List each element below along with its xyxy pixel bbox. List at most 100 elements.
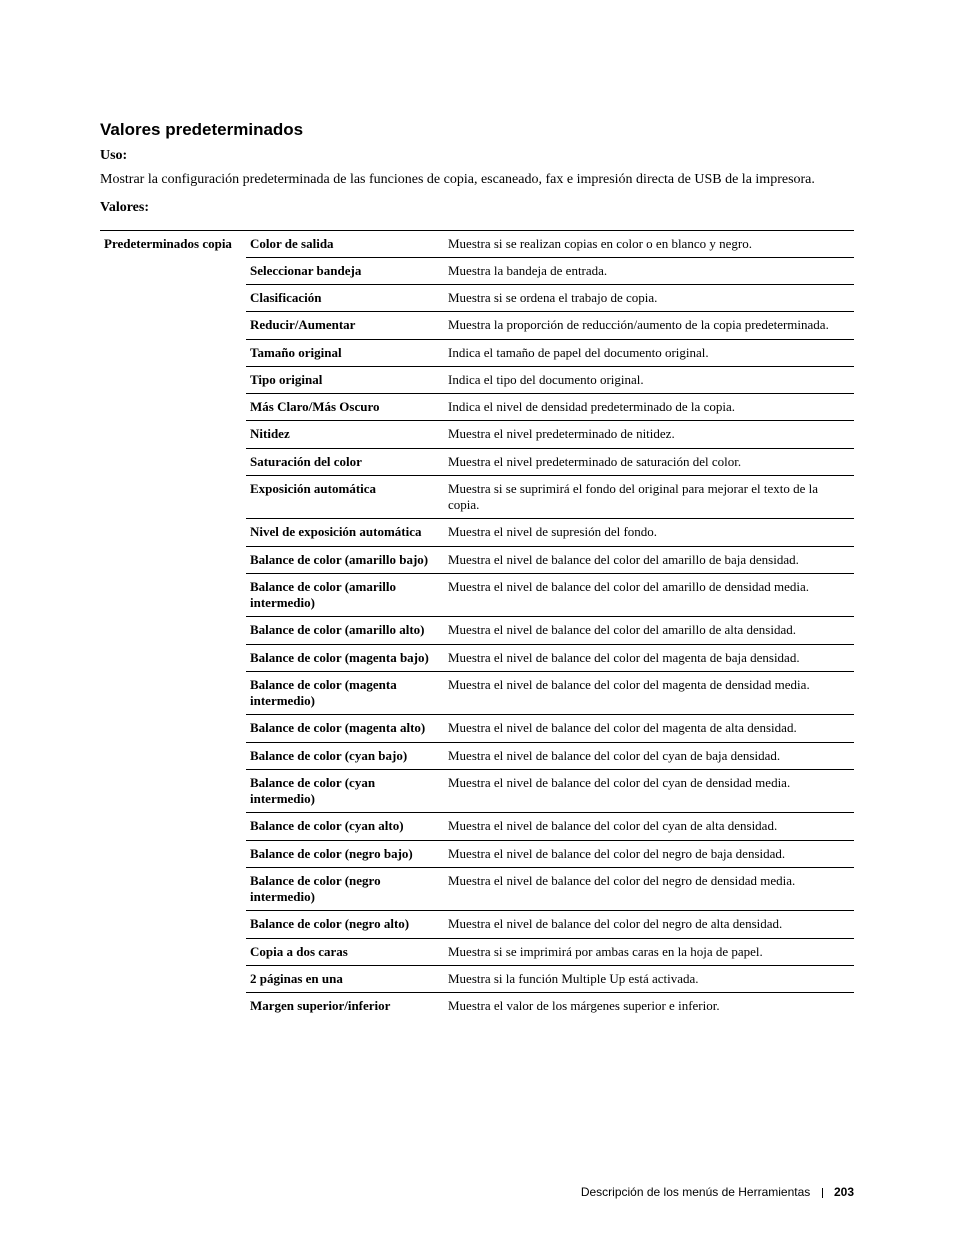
setting-description: Indica el tamaño de papel del documento … bbox=[444, 339, 854, 366]
group-label-cell bbox=[100, 840, 246, 867]
table-row: Saturación del colorMuestra el nivel pre… bbox=[100, 448, 854, 475]
setting-name: Balance de color (negro alto) bbox=[246, 911, 444, 938]
setting-name: Balance de color (negro bajo) bbox=[246, 840, 444, 867]
group-label-cell bbox=[100, 573, 246, 617]
group-label-cell bbox=[100, 867, 246, 911]
setting-description: Muestra si se imprimirá por ambas caras … bbox=[444, 938, 854, 965]
table-row: Exposición automáticaMuestra si se supri… bbox=[100, 475, 854, 519]
group-label-cell bbox=[100, 965, 246, 992]
setting-description: Muestra si se suprimirá el fondo del ori… bbox=[444, 475, 854, 519]
setting-name: Tipo original bbox=[246, 366, 444, 393]
setting-name: Balance de color (amarillo intermedio) bbox=[246, 573, 444, 617]
setting-name: Más Claro/Más Oscuro bbox=[246, 394, 444, 421]
table-row: 2 páginas en unaMuestra si la función Mu… bbox=[100, 965, 854, 992]
setting-name: Seleccionar bandeja bbox=[246, 257, 444, 284]
setting-name: Balance de color (magenta intermedio) bbox=[246, 671, 444, 715]
setting-description: Muestra el nivel de balance del color de… bbox=[444, 573, 854, 617]
group-label-cell bbox=[100, 938, 246, 965]
table-row: Balance de color (magenta alto)Muestra e… bbox=[100, 715, 854, 742]
group-label-cell bbox=[100, 285, 246, 312]
setting-description: Muestra el nivel de balance del color de… bbox=[444, 715, 854, 742]
table-row: Reducir/AumentarMuestra la proporción de… bbox=[100, 312, 854, 339]
group-label-cell bbox=[100, 366, 246, 393]
setting-name: Balance de color (cyan bajo) bbox=[246, 742, 444, 769]
group-label-cell: Predeterminados copia bbox=[100, 230, 246, 257]
setting-name: Balance de color (magenta alto) bbox=[246, 715, 444, 742]
table-row: Predeterminados copiaColor de salidaMues… bbox=[100, 230, 854, 257]
setting-name: Balance de color (cyan intermedio) bbox=[246, 769, 444, 813]
setting-name: Color de salida bbox=[246, 230, 444, 257]
setting-name: Reducir/Aumentar bbox=[246, 312, 444, 339]
table-row: Tamaño originalIndica el tamaño de papel… bbox=[100, 339, 854, 366]
group-label-cell bbox=[100, 813, 246, 840]
table-row: Balance de color (cyan intermedio)Muestr… bbox=[100, 769, 854, 813]
setting-description: Muestra el nivel de supresión del fondo. bbox=[444, 519, 854, 546]
table-row: Balance de color (amarillo bajo)Muestra … bbox=[100, 546, 854, 573]
setting-description: Muestra la bandeja de entrada. bbox=[444, 257, 854, 284]
setting-description: Muestra el nivel de balance del color de… bbox=[444, 742, 854, 769]
table-row: Margen superior/inferiorMuestra el valor… bbox=[100, 993, 854, 1020]
group-label-cell bbox=[100, 339, 246, 366]
table-row: Balance de color (cyan alto)Muestra el n… bbox=[100, 813, 854, 840]
footer-separator bbox=[822, 1188, 823, 1198]
uso-label: Uso: bbox=[100, 148, 854, 164]
setting-description: Indica el tipo del documento original. bbox=[444, 366, 854, 393]
setting-name: Balance de color (negro intermedio) bbox=[246, 867, 444, 911]
setting-name: Nivel de exposición automática bbox=[246, 519, 444, 546]
table-row: Balance de color (amarillo intermedio)Mu… bbox=[100, 573, 854, 617]
setting-description: Muestra el valor de los márgenes superio… bbox=[444, 993, 854, 1020]
table-row: Balance de color (cyan bajo)Muestra el n… bbox=[100, 742, 854, 769]
table-row: Más Claro/Más OscuroIndica el nivel de d… bbox=[100, 394, 854, 421]
table-row: NitidezMuestra el nivel predeterminado d… bbox=[100, 421, 854, 448]
table-row: Balance de color (negro alto)Muestra el … bbox=[100, 911, 854, 938]
table-row: ClasificaciónMuestra si se ordena el tra… bbox=[100, 285, 854, 312]
setting-name: Tamaño original bbox=[246, 339, 444, 366]
setting-name: Saturación del color bbox=[246, 448, 444, 475]
group-label-cell bbox=[100, 993, 246, 1020]
group-label-cell bbox=[100, 312, 246, 339]
setting-name: Balance de color (amarillo alto) bbox=[246, 617, 444, 644]
group-label-cell bbox=[100, 421, 246, 448]
setting-description: Muestra el nivel de balance del color de… bbox=[444, 840, 854, 867]
group-label-cell bbox=[100, 519, 246, 546]
uso-text: Mostrar la configuración predeterminada … bbox=[100, 170, 854, 190]
footer-page-number: 203 bbox=[834, 1185, 854, 1199]
table-row: Seleccionar bandejaMuestra la bandeja de… bbox=[100, 257, 854, 284]
table-row: Balance de color (magenta bajo)Muestra e… bbox=[100, 644, 854, 671]
setting-description: Muestra el nivel de balance del color de… bbox=[444, 867, 854, 911]
setting-name: Margen superior/inferior bbox=[246, 993, 444, 1020]
table-row: Balance de color (amarillo alto)Muestra … bbox=[100, 617, 854, 644]
table-row: Tipo originalIndica el tipo del document… bbox=[100, 366, 854, 393]
group-label-cell bbox=[100, 617, 246, 644]
setting-description: Muestra el nivel de balance del color de… bbox=[444, 671, 854, 715]
setting-name: Balance de color (amarillo bajo) bbox=[246, 546, 444, 573]
page-footer: Descripción de los menús de Herramientas… bbox=[581, 1185, 854, 1199]
setting-description: Muestra el nivel de balance del color de… bbox=[444, 813, 854, 840]
setting-name: 2 páginas en una bbox=[246, 965, 444, 992]
setting-name: Nitidez bbox=[246, 421, 444, 448]
setting-description: Muestra el nivel de balance del color de… bbox=[444, 644, 854, 671]
setting-description: Muestra si la función Multiple Up está a… bbox=[444, 965, 854, 992]
group-label-cell bbox=[100, 911, 246, 938]
setting-name: Copia a dos caras bbox=[246, 938, 444, 965]
page: Valores predeterminados Uso: Mostrar la … bbox=[0, 0, 954, 1235]
group-label-cell bbox=[100, 448, 246, 475]
setting-name: Balance de color (magenta bajo) bbox=[246, 644, 444, 671]
table-row: Balance de color (negro bajo)Muestra el … bbox=[100, 840, 854, 867]
setting-description: Muestra el nivel de balance del color de… bbox=[444, 617, 854, 644]
setting-description: Muestra si se ordena el trabajo de copia… bbox=[444, 285, 854, 312]
table-row: Balance de color (magenta intermedio)Mue… bbox=[100, 671, 854, 715]
setting-description: Muestra el nivel de balance del color de… bbox=[444, 911, 854, 938]
setting-description: Muestra el nivel de balance del color de… bbox=[444, 546, 854, 573]
setting-name: Clasificación bbox=[246, 285, 444, 312]
group-label-cell bbox=[100, 475, 246, 519]
table-row: Balance de color (negro intermedio)Muest… bbox=[100, 867, 854, 911]
setting-description: Muestra el nivel predeterminado de satur… bbox=[444, 448, 854, 475]
group-label-cell bbox=[100, 394, 246, 421]
table-row: Nivel de exposición automáticaMuestra el… bbox=[100, 519, 854, 546]
setting-description: Muestra el nivel de balance del color de… bbox=[444, 769, 854, 813]
setting-description: Muestra el nivel predeterminado de nitid… bbox=[444, 421, 854, 448]
group-label-cell bbox=[100, 644, 246, 671]
group-label-cell bbox=[100, 715, 246, 742]
group-label-cell bbox=[100, 769, 246, 813]
